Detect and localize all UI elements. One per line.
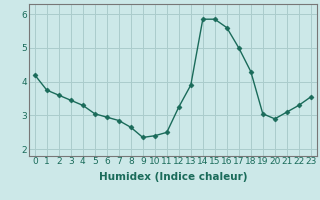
- X-axis label: Humidex (Indice chaleur): Humidex (Indice chaleur): [99, 172, 247, 182]
